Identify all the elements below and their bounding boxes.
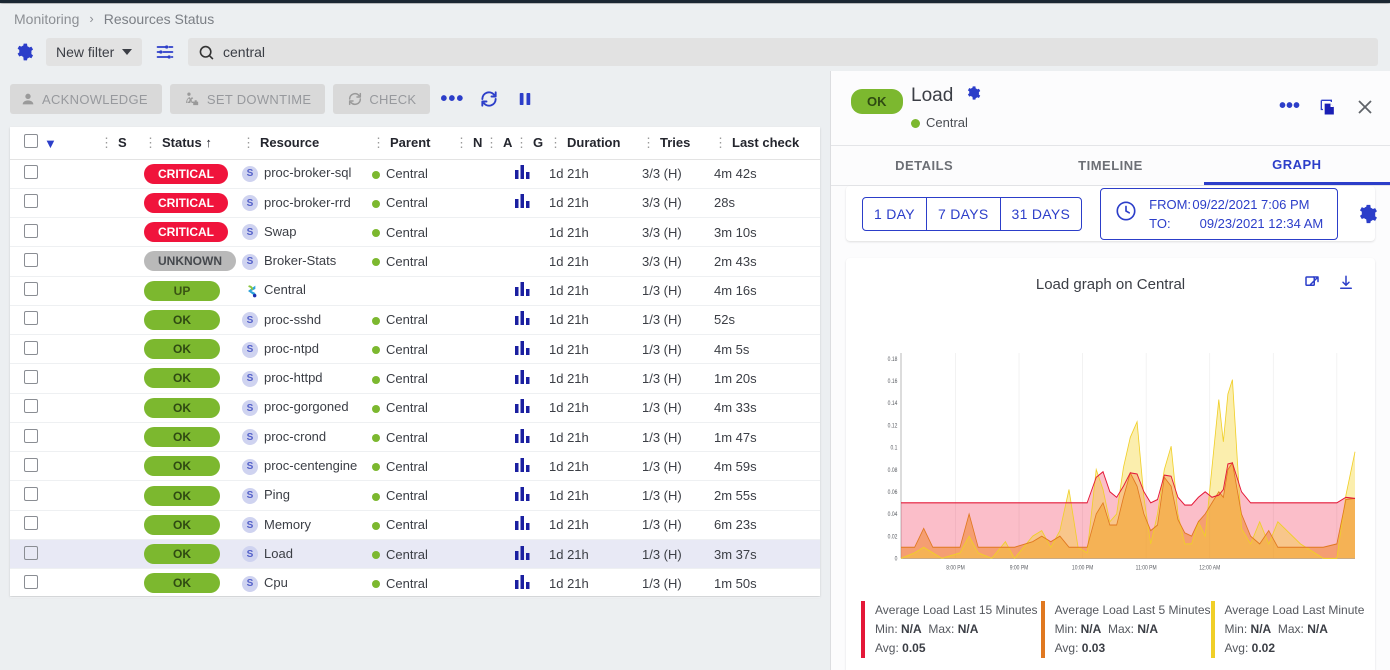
svg-text:0.04: 0.04: [888, 512, 898, 519]
svg-text:10:00 PM: 10:00 PM: [1072, 565, 1094, 572]
svg-text:0.08: 0.08: [888, 467, 898, 474]
svg-text:0.16: 0.16: [888, 379, 898, 386]
svg-text:12:00 AM: 12:00 AM: [1199, 565, 1220, 572]
svg-text:8:00 PM: 8:00 PM: [946, 565, 965, 572]
svg-text:0: 0: [895, 556, 898, 563]
svg-text:0.02: 0.02: [888, 534, 898, 541]
svg-text:0.1: 0.1: [890, 445, 897, 452]
svg-text:9:00 PM: 9:00 PM: [1010, 565, 1029, 572]
svg-text:0.18: 0.18: [888, 356, 898, 363]
svg-text:0.14: 0.14: [888, 401, 898, 408]
svg-text:0.06: 0.06: [888, 490, 898, 497]
svg-text:11:00 PM: 11:00 PM: [1136, 565, 1157, 572]
svg-text:0.12: 0.12: [888, 423, 898, 430]
